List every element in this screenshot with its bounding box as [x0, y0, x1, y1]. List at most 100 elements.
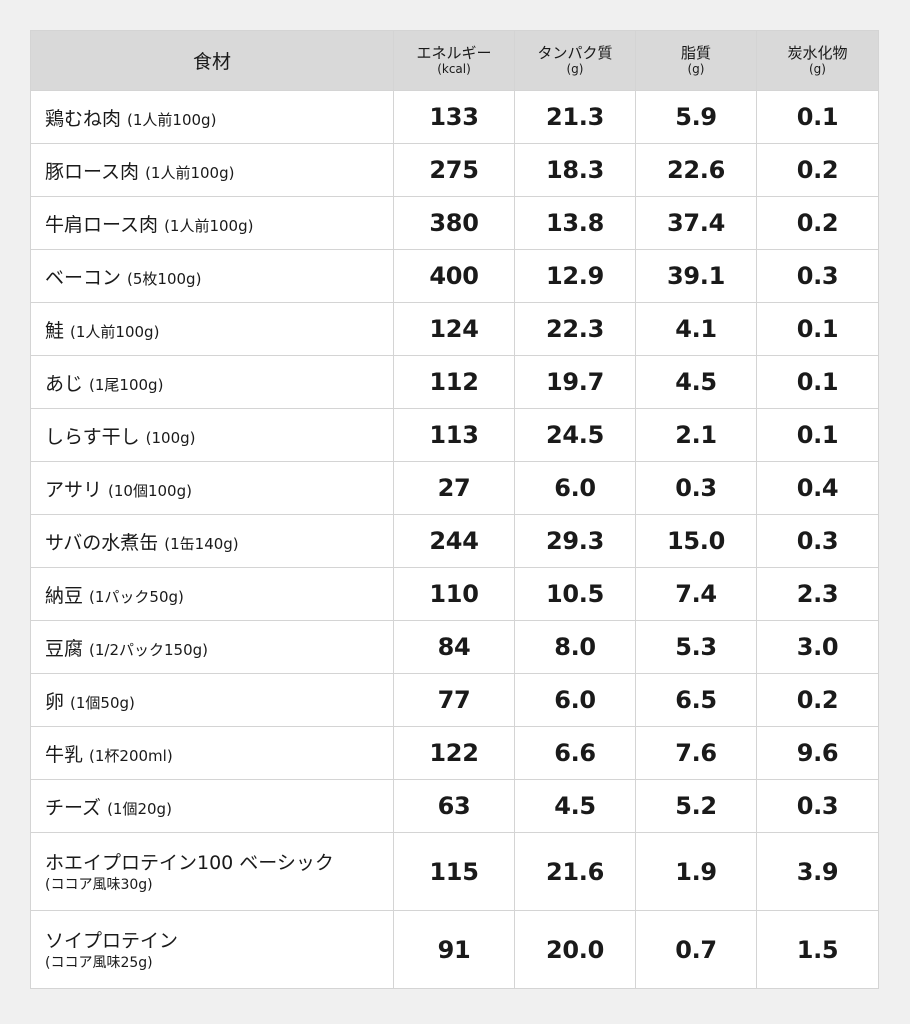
energy-value: 124 — [393, 302, 515, 356]
protein-value: 10.5 — [514, 567, 636, 621]
header-energy: エネルギー (kcal) — [393, 30, 515, 91]
food-cell: 豚ロース肉 (1人前100g) — [30, 143, 394, 197]
food-name: ベーコン — [45, 266, 122, 289]
food-cell: ソイプロテイン (ココア風味25g) — [30, 910, 394, 989]
carbs-value: 3.9 — [756, 832, 879, 911]
table-row: 鶏むね肉 (1人前100g) 133 21.3 5.9 0.1 — [30, 90, 879, 144]
carbs-value: 9.6 — [756, 726, 879, 780]
fat-value: 4.5 — [635, 355, 757, 409]
header-fat: 脂質 (g) — [635, 30, 757, 91]
food-name: 鮭 — [45, 319, 65, 342]
food-cell: 牛乳 (1杯200ml) — [30, 726, 394, 780]
food-cell: 豆腐 (1/2パック150g) — [30, 620, 394, 674]
carbs-value: 3.0 — [756, 620, 879, 674]
food-name: サバの水煮缶 — [45, 531, 159, 554]
food-cell: アサリ (10個100g) — [30, 461, 394, 515]
energy-value: 112 — [393, 355, 515, 409]
energy-value: 275 — [393, 143, 515, 197]
protein-value: 4.5 — [514, 779, 636, 833]
carbs-value: 0.2 — [756, 673, 879, 727]
table-row: 納豆 (1パック50g) 110 10.5 7.4 2.3 — [30, 567, 879, 621]
carbs-value: 0.1 — [756, 302, 879, 356]
protein-value: 29.3 — [514, 514, 636, 568]
fat-value: 5.2 — [635, 779, 757, 833]
protein-value: 6.0 — [514, 673, 636, 727]
food-name: 牛乳 — [45, 743, 84, 766]
header-protein-label: タンパク質 — [537, 44, 613, 62]
food-serving: (10個100g) — [108, 481, 192, 500]
table-row: アサリ (10個100g) 27 6.0 0.3 0.4 — [30, 461, 879, 515]
food-cell: しらす干し (100g) — [30, 408, 394, 462]
food-serving: (1人前100g) — [127, 110, 217, 129]
carbs-value: 0.3 — [756, 249, 879, 303]
fat-value: 1.9 — [635, 832, 757, 911]
carbs-value: 0.1 — [756, 90, 879, 144]
fat-value: 7.6 — [635, 726, 757, 780]
food-name: ソイプロテイン — [45, 929, 179, 952]
table-row: 豚ロース肉 (1人前100g) 275 18.3 22.6 0.2 — [30, 143, 879, 197]
food-serving: (ココア風味25g) — [45, 954, 153, 971]
food-serving: (1個50g) — [70, 693, 135, 712]
food-name: ホエイプロテイン100 ベーシック — [45, 851, 334, 874]
protein-value: 19.7 — [514, 355, 636, 409]
energy-value: 133 — [393, 90, 515, 144]
food-name: アサリ — [45, 478, 103, 501]
food-serving: (1/2パック150g) — [89, 640, 209, 659]
header-protein: タンパク質 (g) — [514, 30, 636, 91]
carbs-value: 0.2 — [756, 143, 879, 197]
header-protein-unit: (g) — [566, 62, 584, 76]
food-serving: (1杯200ml) — [89, 746, 173, 765]
table-row: 鮭 (1人前100g) 124 22.3 4.1 0.1 — [30, 302, 879, 356]
protein-value: 13.8 — [514, 196, 636, 250]
carbs-value: 2.3 — [756, 567, 879, 621]
fat-value: 5.9 — [635, 90, 757, 144]
energy-value: 77 — [393, 673, 515, 727]
food-cell: 卵 (1個50g) — [30, 673, 394, 727]
food-name: しらす干し — [45, 425, 140, 448]
food-serving: (ココア風味30g) — [45, 876, 153, 893]
header-carbs: 炭水化物 (g) — [756, 30, 879, 91]
fat-value: 5.3 — [635, 620, 757, 674]
table-row: ベーコン (5枚100g) 400 12.9 39.1 0.3 — [30, 249, 879, 303]
food-serving: (1人前100g) — [70, 322, 160, 341]
food-cell: 納豆 (1パック50g) — [30, 567, 394, 621]
energy-value: 110 — [393, 567, 515, 621]
fat-value: 2.1 — [635, 408, 757, 462]
protein-value: 18.3 — [514, 143, 636, 197]
food-serving: (1パック50g) — [89, 587, 184, 606]
header-fat-unit: (g) — [687, 62, 705, 76]
food-name: 納豆 — [45, 584, 84, 607]
food-serving: (5枚100g) — [127, 269, 202, 288]
table-row: ホエイプロテイン100 ベーシック (ココア風味30g) 115 21.6 1.9… — [30, 832, 879, 911]
energy-value: 113 — [393, 408, 515, 462]
energy-value: 380 — [393, 196, 515, 250]
header-food-label: 食材 — [192, 51, 231, 73]
food-cell: あじ (1尾100g) — [30, 355, 394, 409]
protein-value: 21.6 — [514, 832, 636, 911]
food-serving: (1個20g) — [107, 799, 172, 818]
food-name: 鶏むね肉 — [45, 107, 122, 130]
table-row: 牛肩ロース肉 (1人前100g) 380 13.8 37.4 0.2 — [30, 196, 879, 250]
fat-value: 7.4 — [635, 567, 757, 621]
food-cell: 牛肩ロース肉 (1人前100g) — [30, 196, 394, 250]
food-serving: (1尾100g) — [89, 375, 164, 394]
fat-value: 0.3 — [635, 461, 757, 515]
header-carbs-unit: (g) — [809, 62, 826, 76]
food-cell: サバの水煮缶 (1缶140g) — [30, 514, 394, 568]
food-name: 卵 — [45, 690, 65, 713]
protein-value: 8.0 — [514, 620, 636, 674]
food-name: 豚ロース肉 — [45, 160, 140, 183]
protein-value: 24.5 — [514, 408, 636, 462]
food-cell: ホエイプロテイン100 ベーシック (ココア風味30g) — [30, 832, 394, 911]
food-serving: (1人前100g) — [145, 163, 235, 182]
fat-value: 22.6 — [635, 143, 757, 197]
carbs-value: 0.2 — [756, 196, 879, 250]
food-name: チーズ — [45, 796, 102, 819]
table-row: ソイプロテイン (ココア風味25g) 91 20.0 0.7 1.5 — [30, 910, 879, 989]
food-cell: ベーコン (5枚100g) — [30, 249, 394, 303]
table-row: 卵 (1個50g) 77 6.0 6.5 0.2 — [30, 673, 879, 727]
fat-value: 39.1 — [635, 249, 757, 303]
header-carbs-label: 炭水化物 — [787, 44, 848, 62]
carbs-value: 1.5 — [756, 910, 879, 989]
food-serving: (1缶140g) — [164, 534, 239, 553]
